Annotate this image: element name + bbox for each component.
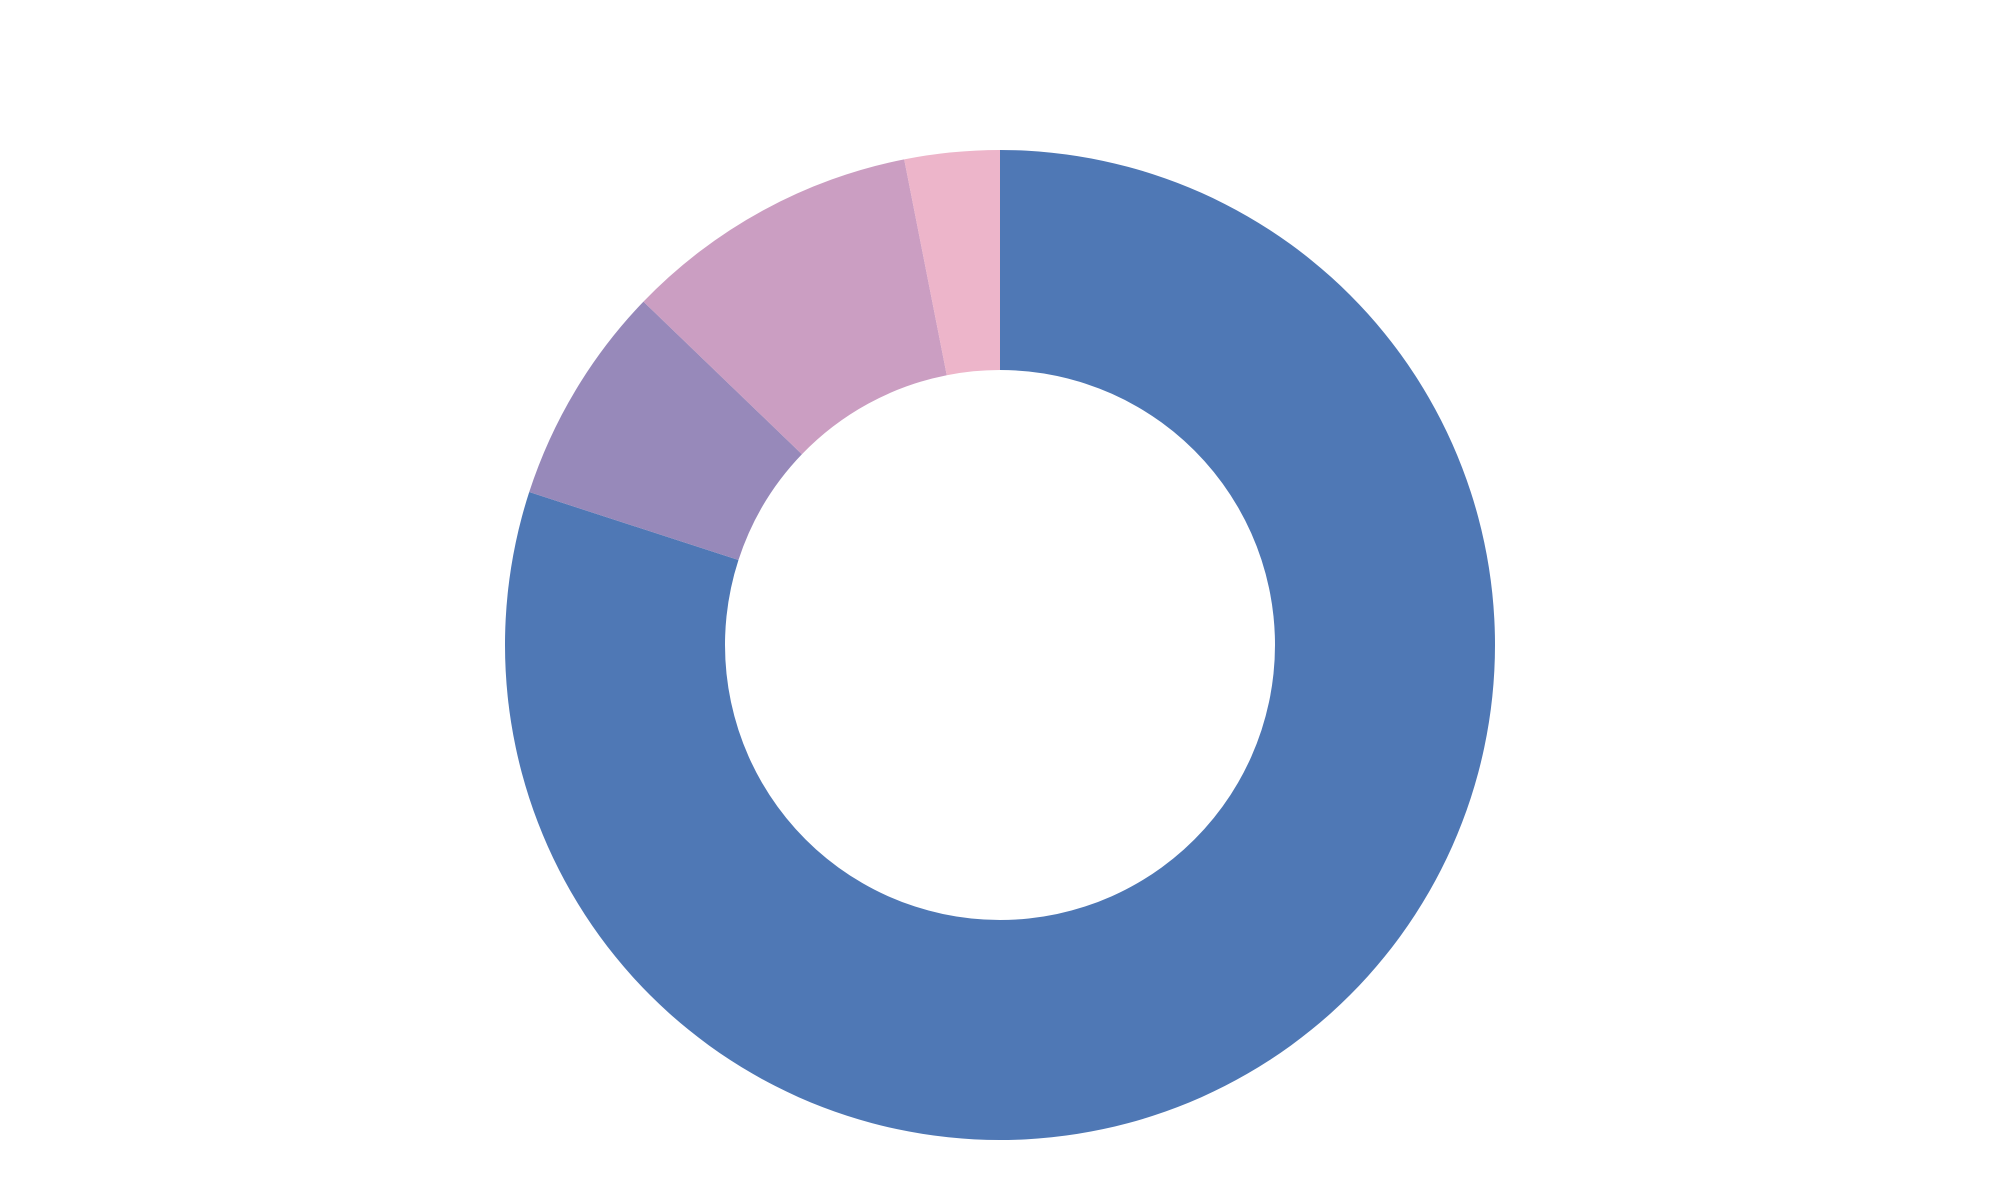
donut-slice-4 [904, 150, 1000, 376]
donut-slice-2 [529, 301, 802, 561]
donut-slice-1 [505, 150, 1495, 1140]
donut-slice-3 [643, 159, 947, 455]
donut-slices [505, 150, 1495, 1140]
